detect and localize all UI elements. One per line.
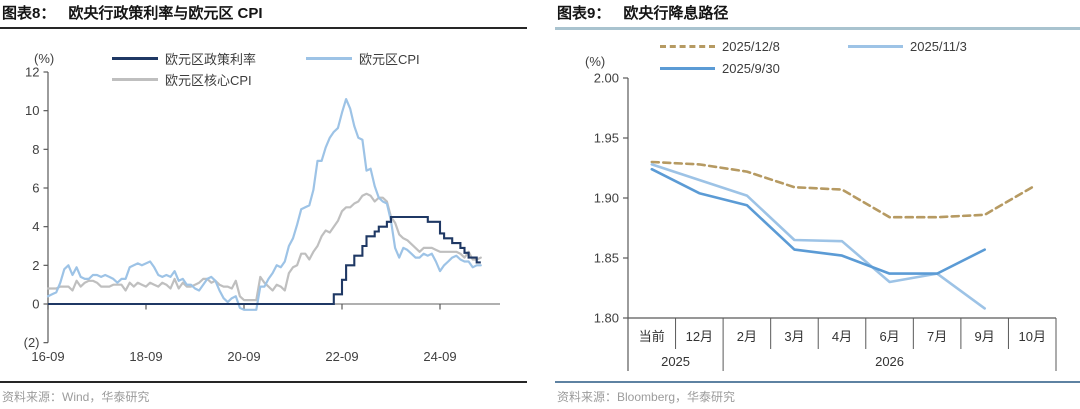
- svg-text:2: 2: [32, 258, 39, 273]
- chart8-tag: 图表8：: [2, 5, 56, 22]
- svg-text:1.95: 1.95: [594, 131, 619, 146]
- svg-text:1.80: 1.80: [594, 311, 619, 326]
- chart9-source: 资料来源：Bloomberg，华泰研究: [555, 381, 1080, 405]
- chart9-legend-item-nov3: 2025/11/3: [848, 39, 967, 54]
- svg-text:1.90: 1.90: [594, 191, 619, 206]
- svg-text:2.00: 2.00: [594, 71, 619, 86]
- svg-text:22-09: 22-09: [325, 349, 358, 364]
- series-policy-rate: [48, 215, 481, 306]
- svg-text:当前: 当前: [639, 329, 665, 344]
- chart8-legend-item-core-cpi: 欧元区核心CPI: [112, 70, 252, 89]
- chart9-legend-item-sep30: 2025/9/30: [660, 61, 780, 76]
- chart8-legend-item-cpi: 欧元区CPI: [306, 49, 420, 68]
- chart-panel-ecb-cut-path: 图表9： 欧央行降息路径 (%) 2025/12/8 2025/11/3 2025…: [540, 0, 1080, 409]
- series-2025/12/8: [650, 160, 1034, 219]
- legend-label: 欧元区CPI: [359, 52, 420, 67]
- month-separators: [627, 318, 1057, 349]
- svg-text:(2): (2): [24, 335, 40, 350]
- svg-text:0: 0: [32, 297, 39, 312]
- series-2: [46, 97, 482, 311]
- chart8-plot: 12 10 8 6 4 2 0 (2)16-09 18-09 20-09 22-09 24-09: [24, 65, 500, 364]
- svg-text:8: 8: [32, 142, 39, 157]
- chart8-legend-item-policy-rate: 欧元区政策利率: [112, 49, 256, 68]
- svg-text:6月: 6月: [879, 329, 899, 344]
- legend-label: 2025/11/3: [910, 39, 967, 54]
- chart-panel-ecb-rate-cpi: 图表8： 欧央行政策利率与欧元区 CPI (%) 欧元区政策利率 欧元区CPI 欧…: [0, 0, 527, 405]
- chart8-y-unit: (%): [34, 51, 55, 66]
- y-axis: [43, 71, 49, 344]
- chart9-header: 图表9： 欧央行降息路径: [555, 0, 1080, 30]
- svg-text:6: 6: [32, 181, 39, 196]
- series-2025/9/30: [650, 167, 987, 275]
- chart8-title: 欧央行政策利率与欧元区 CPI: [68, 5, 263, 22]
- legend-label: 欧元区核心CPI: [165, 73, 252, 88]
- chart9-y-unit: (%): [585, 54, 606, 69]
- legend-line-swatch: [112, 78, 158, 81]
- svg-text:7月: 7月: [927, 329, 947, 344]
- svg-text:16-09: 16-09: [31, 349, 64, 364]
- legend-line-swatch: [660, 45, 715, 48]
- chart8-source: 资料来源：Wind，华泰研究: [0, 381, 527, 405]
- legend-line-swatch: [112, 57, 158, 60]
- y-axis: [623, 77, 629, 371]
- chart9-title: 欧央行降息路径: [623, 5, 729, 22]
- svg-text:2026: 2026: [875, 354, 904, 369]
- chart8-header: 图表8： 欧央行政策利率与欧元区 CPI: [0, 0, 527, 29]
- series-2025/11/3: [650, 163, 987, 310]
- svg-text:4月: 4月: [832, 329, 852, 344]
- svg-text:18-09: 18-09: [129, 349, 162, 364]
- svg-text:20-09: 20-09: [227, 349, 260, 364]
- svg-text:2025: 2025: [661, 354, 690, 369]
- chart9-plot: 2.00 1.95 1.90 1.85 1.80 当前 12月 2月 3月 4月 6月 7月 9月 10月…: [594, 71, 1057, 371]
- chart9-tag: 图表9：: [557, 5, 611, 22]
- svg-text:9月: 9月: [975, 329, 995, 344]
- legend-line-swatch: [660, 67, 715, 70]
- legend-label: 2025/12/8: [722, 39, 780, 54]
- legend-label: 欧元区政策利率: [165, 52, 257, 67]
- svg-text:12月: 12月: [686, 329, 713, 344]
- svg-text:10月: 10月: [1018, 329, 1045, 344]
- svg-text:4: 4: [32, 219, 39, 234]
- series-1: [46, 192, 482, 302]
- svg-text:2月: 2月: [737, 329, 757, 344]
- year-separators: [627, 349, 1057, 371]
- svg-text:24-09: 24-09: [423, 349, 456, 364]
- svg-text:3月: 3月: [784, 329, 804, 344]
- legend-line-swatch: [306, 57, 352, 60]
- chart9-legend-item-dec8: 2025/12/8: [660, 39, 780, 54]
- legend-line-swatch: [848, 45, 903, 48]
- legend-label: 2025/9/30: [722, 61, 780, 76]
- svg-text:1.85: 1.85: [594, 251, 619, 266]
- svg-text:10: 10: [25, 103, 39, 118]
- svg-text:12: 12: [25, 65, 39, 80]
